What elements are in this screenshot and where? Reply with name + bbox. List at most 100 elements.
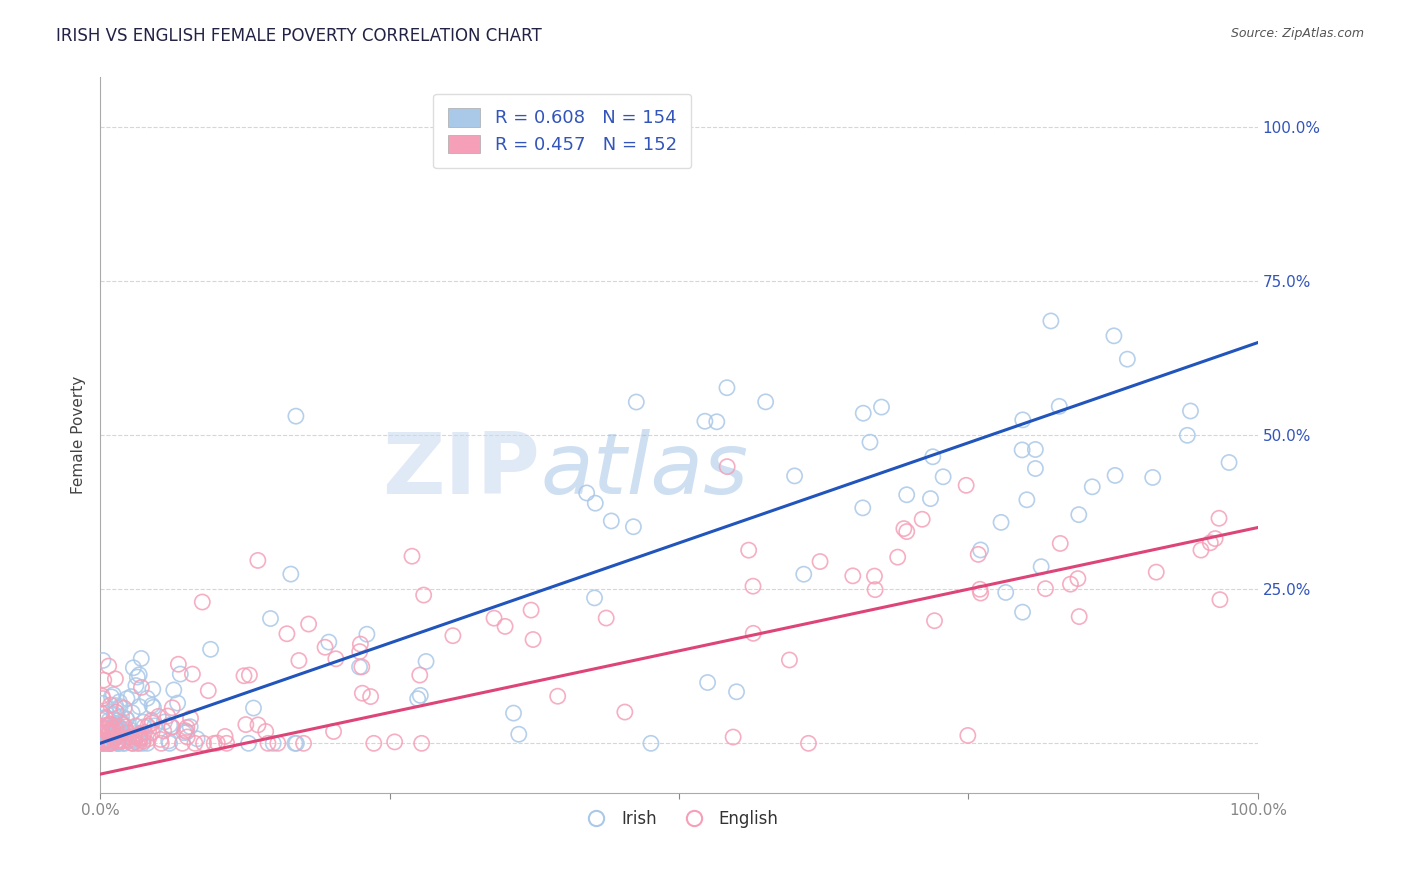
Point <box>90 706 112 720</box>
Point <box>107 736 129 750</box>
Point <box>148 709 170 723</box>
Point <box>94 718 117 732</box>
Point <box>98 725 121 739</box>
Point <box>1011 605 1033 619</box>
Point <box>215 736 238 750</box>
Point <box>1209 592 1232 607</box>
Point <box>94 735 117 749</box>
Point <box>105 723 128 737</box>
Point <box>101 732 124 747</box>
Point <box>176 725 198 739</box>
Point <box>969 543 991 558</box>
Point <box>547 690 569 704</box>
Point <box>508 727 530 741</box>
Point <box>967 548 990 562</box>
Point <box>259 611 281 625</box>
Point <box>1067 572 1090 586</box>
Point <box>105 736 128 750</box>
Point <box>150 736 173 750</box>
Point <box>742 626 765 640</box>
Point <box>284 736 307 750</box>
Point <box>103 707 125 722</box>
Point <box>352 686 374 700</box>
Point <box>742 579 765 593</box>
Point <box>100 736 122 750</box>
Point <box>142 700 165 714</box>
Point <box>160 720 183 734</box>
Point <box>254 724 277 739</box>
Point <box>118 730 141 744</box>
Point <box>114 736 136 750</box>
Point <box>98 733 121 747</box>
Point <box>141 714 163 728</box>
Point <box>1189 543 1212 558</box>
Point <box>128 727 150 741</box>
Point <box>124 734 146 748</box>
Point <box>184 736 207 750</box>
Point <box>859 435 882 450</box>
Point <box>90 727 112 741</box>
Point <box>797 736 820 750</box>
Point <box>921 450 943 464</box>
Point <box>91 653 114 667</box>
Y-axis label: Female Poverty: Female Poverty <box>72 376 86 494</box>
Point <box>166 696 188 710</box>
Point <box>89 727 111 741</box>
Point <box>98 736 121 750</box>
Point <box>1024 461 1046 475</box>
Point <box>159 736 181 750</box>
Point <box>502 706 524 720</box>
Point <box>103 688 125 702</box>
Point <box>98 714 121 728</box>
Point <box>176 730 198 744</box>
Point <box>288 654 311 668</box>
Point <box>583 591 606 605</box>
Point <box>262 736 284 750</box>
Point <box>494 619 516 633</box>
Point <box>90 726 112 740</box>
Point <box>108 695 131 709</box>
Point <box>600 514 623 528</box>
Point <box>125 726 148 740</box>
Point <box>104 731 127 746</box>
Point <box>842 569 865 583</box>
Point <box>870 400 893 414</box>
Point <box>179 720 201 734</box>
Point <box>482 611 505 625</box>
Point <box>132 734 155 748</box>
Point <box>276 626 298 640</box>
Point <box>141 716 163 731</box>
Point <box>886 550 908 565</box>
Point <box>100 725 122 739</box>
Point <box>623 520 645 534</box>
Point <box>363 736 385 750</box>
Point <box>117 733 139 747</box>
Point <box>163 683 186 698</box>
Point <box>100 698 122 712</box>
Point <box>98 736 121 750</box>
Point <box>100 732 122 747</box>
Point <box>141 698 163 713</box>
Point <box>115 712 138 726</box>
Point <box>1047 400 1070 414</box>
Point <box>932 470 955 484</box>
Point <box>896 488 918 502</box>
Point <box>755 394 778 409</box>
Point <box>131 681 153 695</box>
Point <box>100 735 122 749</box>
Point <box>103 727 125 741</box>
Point <box>863 569 886 583</box>
Point <box>129 731 152 745</box>
Point <box>1218 456 1240 470</box>
Point <box>94 712 117 726</box>
Point <box>384 735 406 749</box>
Point <box>111 736 134 750</box>
Point <box>401 549 423 564</box>
Point <box>406 691 429 706</box>
Point <box>322 724 344 739</box>
Point <box>90 723 112 737</box>
Point <box>132 715 155 730</box>
Point <box>1142 470 1164 484</box>
Text: Source: ZipAtlas.com: Source: ZipAtlas.com <box>1230 27 1364 40</box>
Point <box>955 478 977 492</box>
